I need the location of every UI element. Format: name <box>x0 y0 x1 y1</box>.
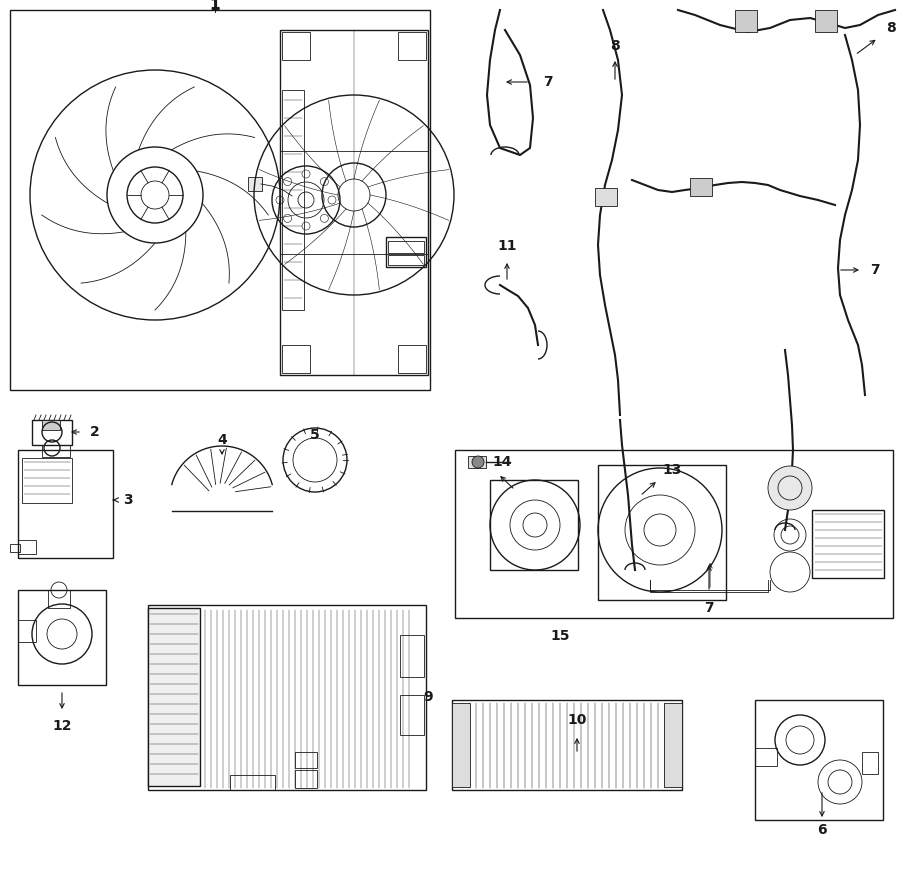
Bar <box>295 770 317 788</box>
Bar <box>664 703 682 787</box>
Bar <box>22 458 72 503</box>
Bar <box>690 178 712 196</box>
Text: 15: 15 <box>550 629 570 643</box>
Bar <box>812 510 884 578</box>
Text: 12: 12 <box>52 719 72 733</box>
Bar <box>295 752 317 768</box>
Bar <box>595 188 617 206</box>
Circle shape <box>768 466 812 510</box>
Text: 2: 2 <box>90 425 100 439</box>
Text: 7: 7 <box>870 263 880 277</box>
Bar <box>18 540 36 554</box>
Text: 14: 14 <box>492 455 512 469</box>
Bar <box>280 30 428 375</box>
Bar <box>598 465 726 600</box>
Bar <box>148 605 426 790</box>
Bar <box>386 237 426 267</box>
Text: 7: 7 <box>544 75 553 89</box>
Bar <box>455 450 893 618</box>
Bar <box>755 700 883 820</box>
Bar <box>398 32 426 60</box>
Text: 5: 5 <box>310 428 320 442</box>
Bar <box>248 177 262 191</box>
Text: 3: 3 <box>123 493 133 507</box>
Bar <box>18 590 106 685</box>
Bar <box>18 450 113 558</box>
Bar <box>48 590 70 608</box>
Bar <box>452 703 470 787</box>
Bar <box>388 255 424 265</box>
Text: 8: 8 <box>610 39 620 53</box>
Bar <box>282 32 310 60</box>
Bar <box>862 752 878 774</box>
Bar <box>42 420 60 430</box>
Text: 7: 7 <box>704 601 714 615</box>
Bar <box>468 456 486 468</box>
Text: 13: 13 <box>662 463 681 477</box>
Text: 11: 11 <box>497 239 517 253</box>
Bar <box>42 445 70 457</box>
Text: 10: 10 <box>567 713 587 727</box>
Bar <box>18 620 36 642</box>
Bar <box>398 345 426 373</box>
Circle shape <box>472 456 484 468</box>
Bar <box>400 635 424 677</box>
Text: 1: 1 <box>210 0 220 11</box>
Bar <box>10 10 430 390</box>
Bar <box>10 544 20 552</box>
Bar <box>490 480 578 570</box>
Bar <box>282 90 304 310</box>
Text: 4: 4 <box>217 433 227 447</box>
Bar <box>32 420 72 445</box>
Text: 8: 8 <box>886 21 896 35</box>
Bar <box>148 608 200 786</box>
Text: 9: 9 <box>423 690 433 704</box>
Bar <box>388 241 424 253</box>
Text: 6: 6 <box>817 823 827 837</box>
Bar <box>282 345 310 373</box>
Bar <box>452 700 682 790</box>
Bar <box>755 748 777 766</box>
Bar <box>815 10 837 32</box>
Bar <box>735 10 757 32</box>
Bar <box>230 775 275 790</box>
Bar <box>400 695 424 735</box>
Text: 1: 1 <box>210 0 220 12</box>
